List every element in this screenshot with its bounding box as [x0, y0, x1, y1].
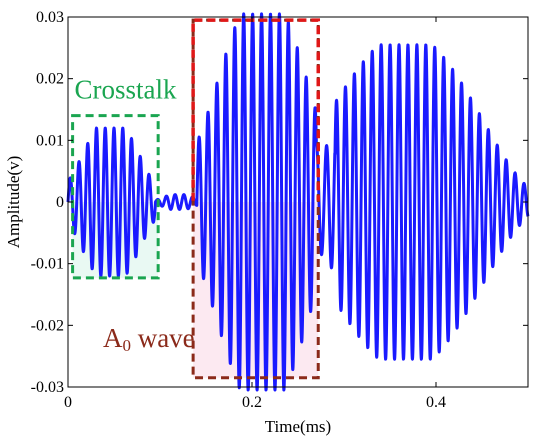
y-tick-label: 0.03	[36, 9, 64, 26]
annotation-labels: Crosstalk A0 wave	[74, 74, 194, 355]
a0-label-rest: wave	[131, 323, 195, 353]
y-tick-label: -0.01	[31, 256, 64, 273]
a0-wave-label: A0 wave	[103, 323, 195, 355]
y-tick-label: 0.01	[36, 132, 64, 149]
x-tick-label: 0.4	[426, 394, 446, 411]
y-tick-label: -0.03	[31, 379, 64, 396]
y-axis-label: Amplitude(v)	[4, 156, 23, 249]
a0-label-main: A	[103, 323, 123, 353]
y-tick-label: -0.02	[31, 317, 64, 334]
a0-label-sub: 0	[122, 336, 130, 355]
signal-series	[66, 12, 530, 392]
y-tick-label: 0.02	[36, 71, 64, 88]
y-tick-label: 0	[56, 194, 64, 211]
crosstalk-box	[71, 114, 160, 280]
x-tick-label: 0	[64, 394, 72, 411]
axis-ticks: 0 0.2 0.4 -0.03 -0.02 -0.01 0 0.01 0.02 0.03	[31, 9, 528, 411]
a0-highlight-box	[191, 18, 320, 201]
x-axis-label: Time(ms)	[265, 417, 331, 436]
x-tick-label: 0.2	[242, 394, 262, 411]
crosstalk-label: Crosstalk	[74, 74, 177, 104]
annotation-boxes	[71, 18, 320, 380]
signal-line	[66, 12, 530, 392]
